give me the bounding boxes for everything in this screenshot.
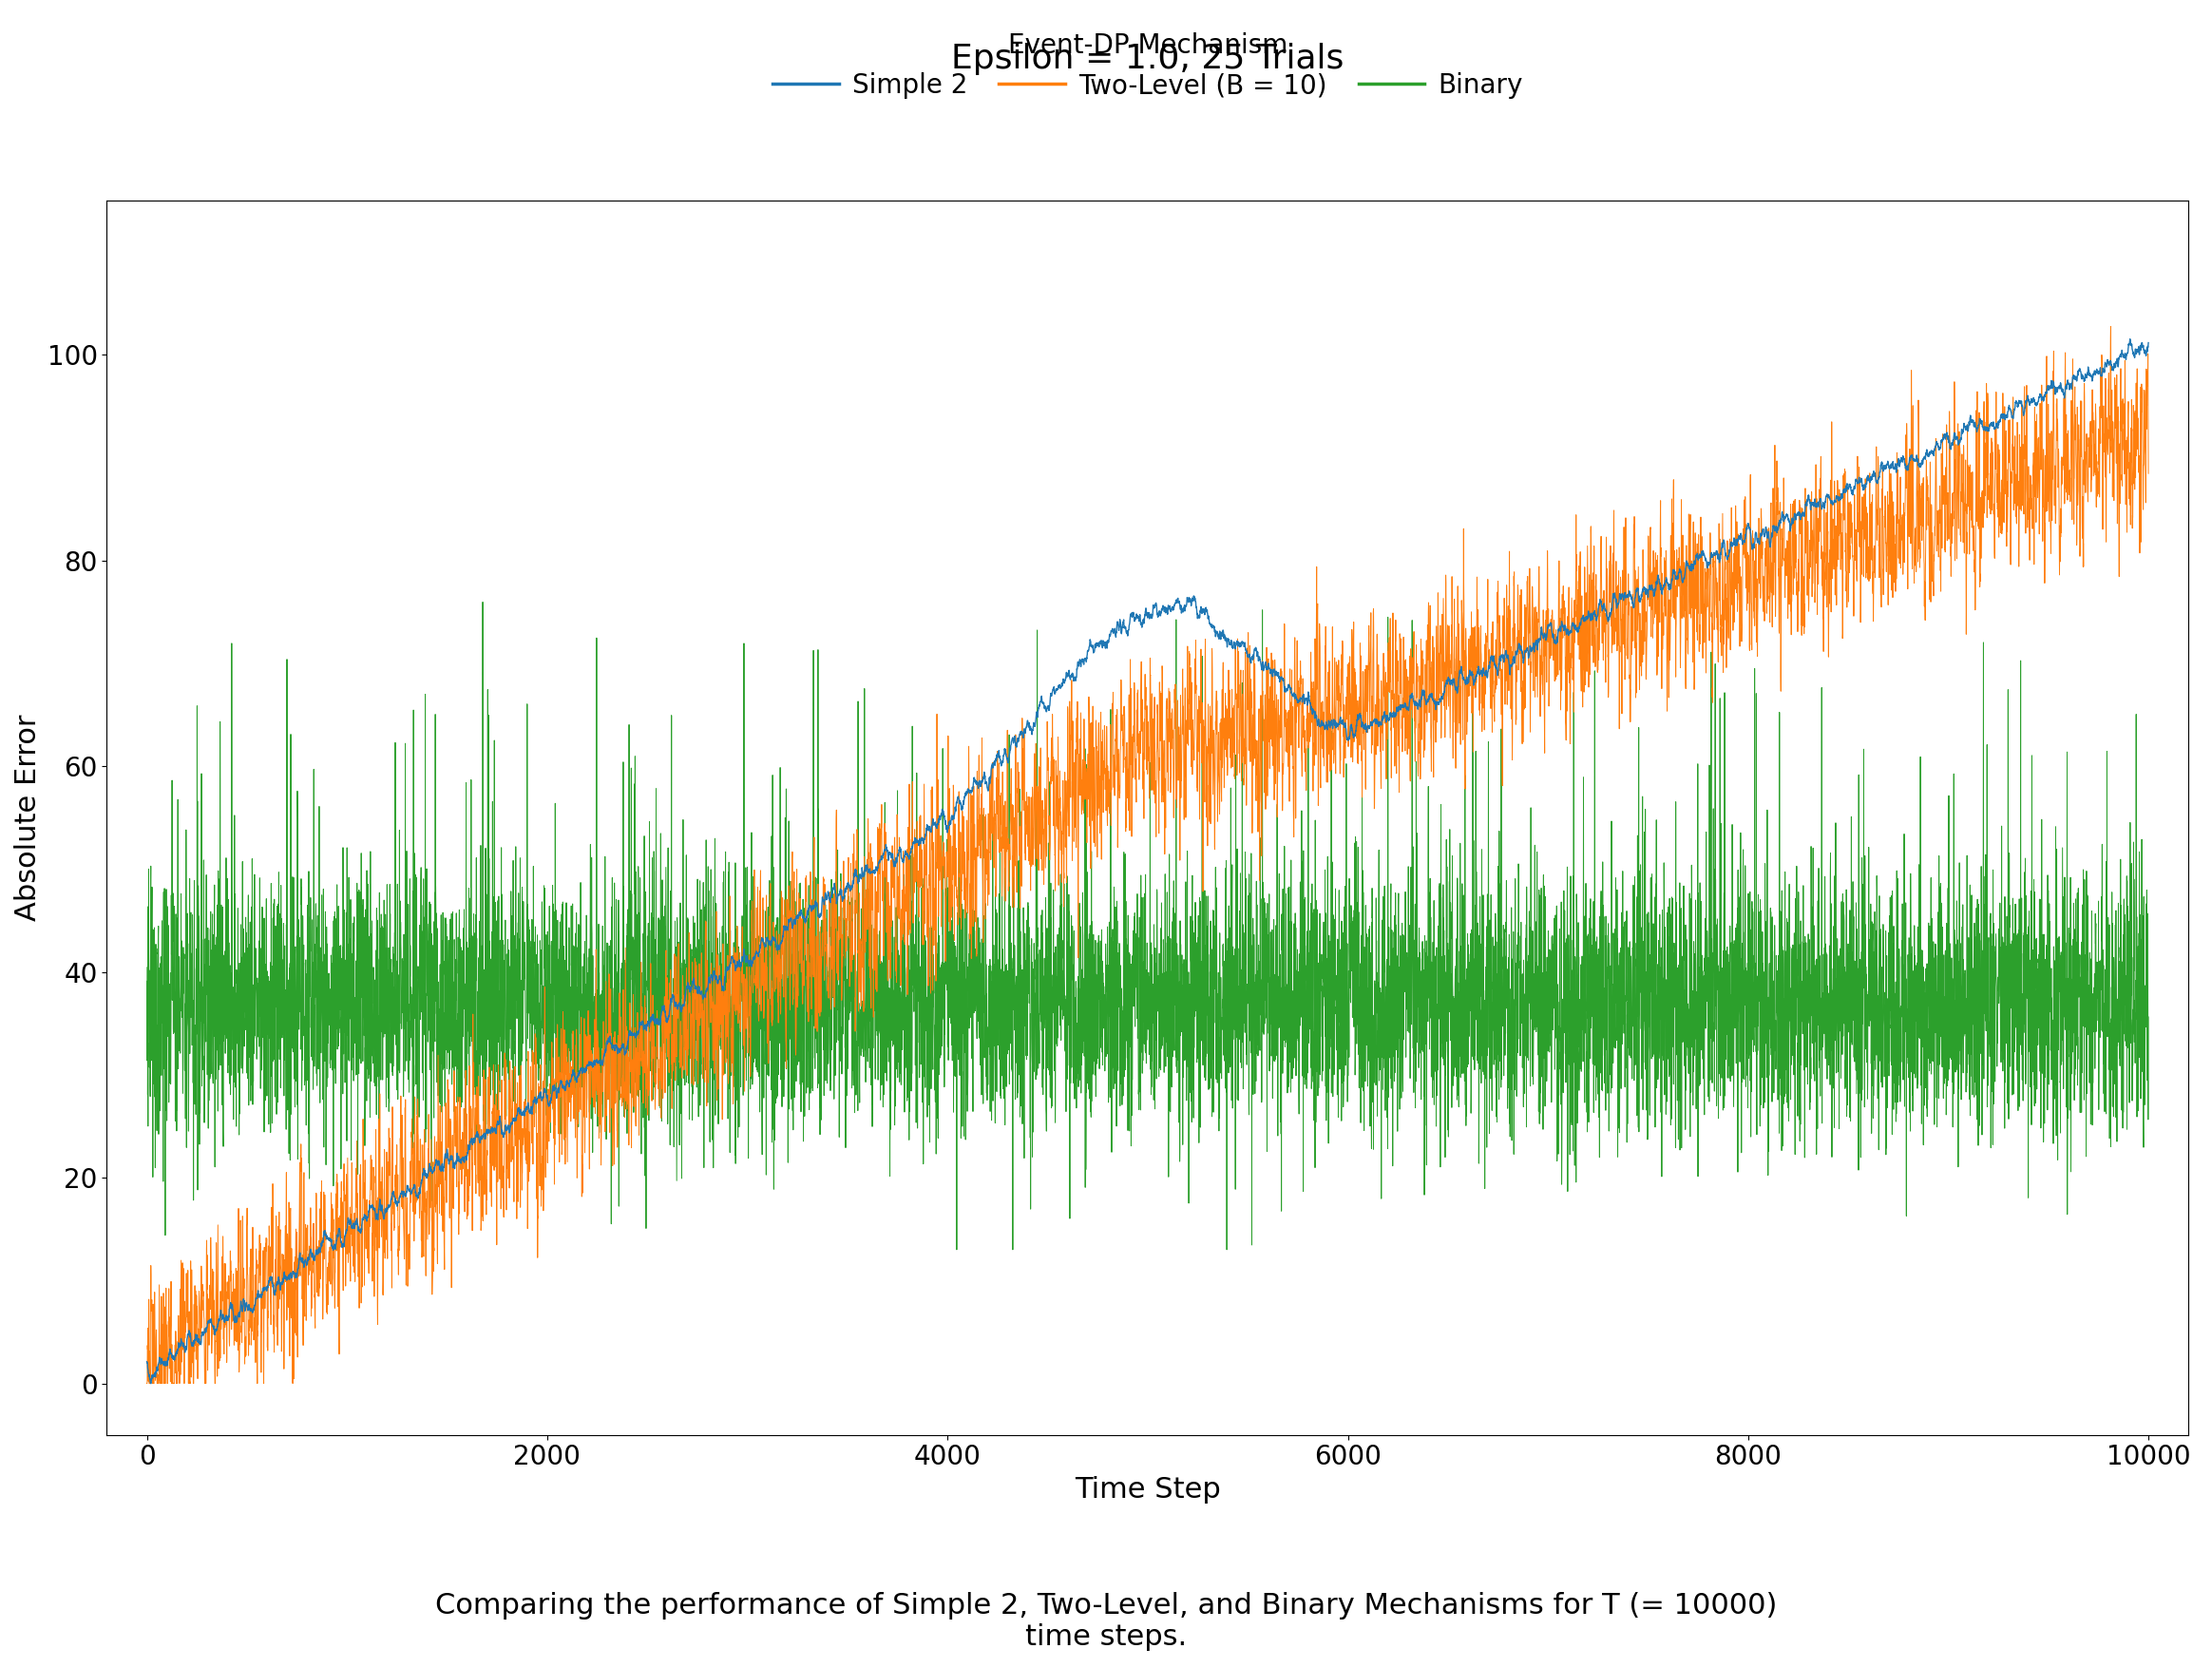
Text: Comparing the performance of Simple 2, Two-Level, and Binary Mechanisms for T (=: Comparing the performance of Simple 2, T… xyxy=(436,1591,1776,1651)
Title: Epsilon = 1.0, 25 Trials: Epsilon = 1.0, 25 Trials xyxy=(951,42,1345,75)
Legend: Simple 2, Two-Level (B = 10), Binary: Simple 2, Two-Level (B = 10), Binary xyxy=(763,22,1533,110)
X-axis label: Time Step: Time Step xyxy=(1075,1476,1221,1503)
Y-axis label: Absolute Error: Absolute Error xyxy=(13,714,42,921)
